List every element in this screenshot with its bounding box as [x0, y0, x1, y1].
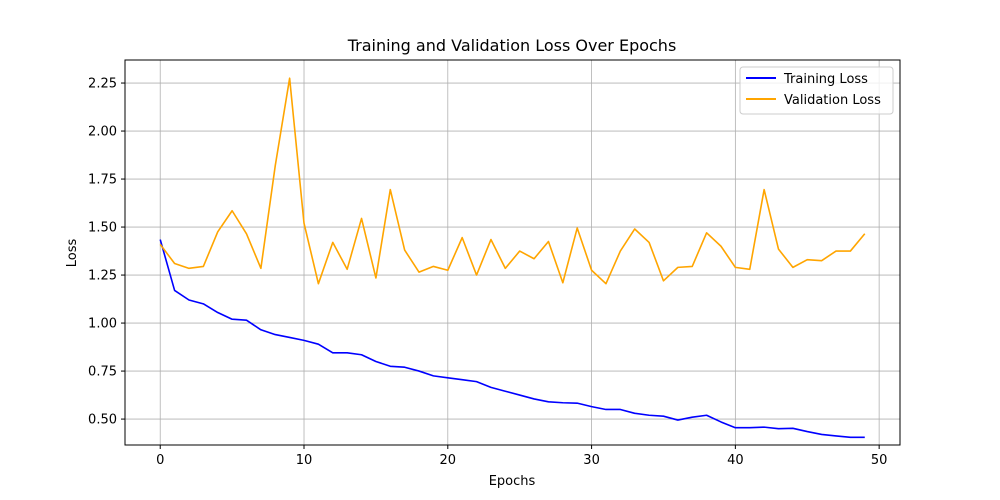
- x-axis-label: Epochs: [489, 474, 536, 489]
- x-tick-label: 0: [156, 453, 164, 468]
- y-axis-ticks: 0.50 0.75 1.00 1.25 1.50 1.75 2.00 2.25: [88, 77, 125, 428]
- x-axis-ticks: 0 10 20 30 40 50: [156, 445, 887, 468]
- chart-title: Training and Validation Loss Over Epochs: [347, 36, 677, 55]
- y-tick-label: 2.25: [88, 77, 117, 92]
- grid-lines: [125, 60, 900, 445]
- y-tick-label: 1.00: [88, 317, 117, 332]
- y-tick-label: 1.75: [88, 173, 117, 188]
- series-line-training: [159, 239, 865, 439]
- y-tick-label: 0.75: [88, 365, 117, 380]
- legend: Training Loss Validation Loss: [739, 66, 894, 115]
- legend-label-validation: Validation Loss: [784, 93, 881, 108]
- y-tick-label: 0.50: [88, 413, 117, 428]
- y-tick-label: 2.00: [88, 125, 117, 140]
- x-tick-label: 10: [296, 453, 313, 468]
- x-tick-label: 20: [440, 453, 457, 468]
- y-tick-label: 1.25: [88, 269, 117, 284]
- legend-box: [739, 66, 894, 115]
- series-lines: [159, 77, 866, 439]
- x-tick-label: 30: [583, 453, 600, 468]
- y-tick-label: 1.50: [88, 221, 117, 236]
- plot-area-frame: [124, 59, 901, 446]
- series-line-validation: [159, 77, 866, 285]
- x-tick-label: 50: [871, 453, 888, 468]
- x-tick-label: 40: [727, 453, 744, 468]
- y-axis-label: Loss: [65, 239, 80, 268]
- legend-label-training: Training Loss: [783, 72, 868, 87]
